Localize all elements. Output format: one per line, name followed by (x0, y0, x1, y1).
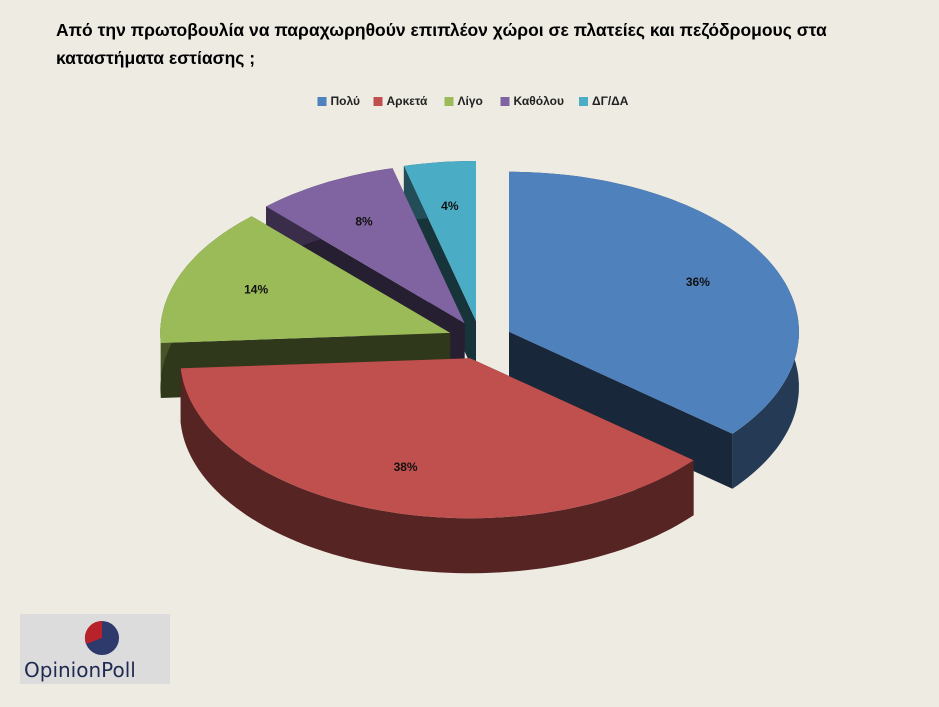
data-label: 14% (244, 283, 268, 297)
data-label: 36% (686, 275, 710, 289)
data-label: 4% (441, 199, 459, 213)
logo-text: OpinionPoll (24, 658, 136, 682)
logo-wedge (84, 620, 102, 644)
slice (403, 161, 476, 321)
legend-swatch (444, 97, 454, 106)
legend-label: Πολύ (331, 94, 360, 108)
slice (266, 168, 465, 324)
slice (160, 216, 451, 343)
slice: 36% (509, 171, 799, 489)
data-label: 8% (355, 214, 373, 228)
legend-swatch (500, 97, 510, 106)
data-label: 38% (394, 460, 418, 474)
slice: 38% (180, 358, 694, 574)
slice (180, 358, 694, 519)
logo-icon (84, 620, 119, 655)
legend-swatch (579, 97, 588, 106)
slice (509, 171, 799, 434)
legend-swatch (373, 97, 383, 106)
slice-side (180, 368, 694, 574)
logo: OpinionPoll (20, 614, 170, 684)
legend-label: Καθόλου (514, 94, 564, 108)
legend-label: ΔΓ/ΔΑ (592, 94, 629, 108)
legend-label: Αρκετά (387, 94, 428, 108)
chart-title: Από την πρωτοβουλία να παραχωρηθούν επιπ… (56, 20, 827, 68)
legend-swatch (317, 97, 327, 106)
slice-side (509, 331, 733, 489)
legend-label: Λίγο (458, 94, 483, 108)
